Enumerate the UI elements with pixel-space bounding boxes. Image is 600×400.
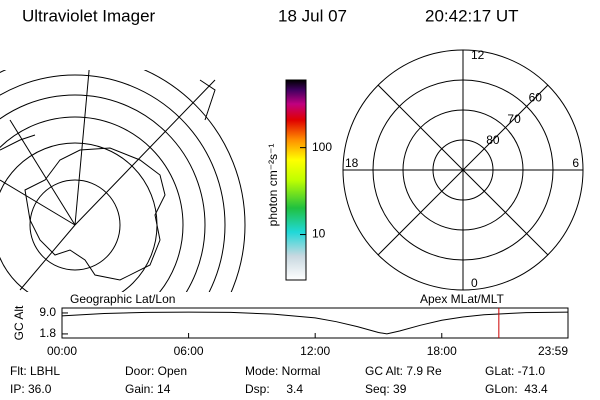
lat-ring	[372, 79, 554, 261]
altitude-plot: 9.0 1.8 00:00 06:00 12:00 18:00 23:59	[39, 305, 569, 358]
x-tick-label: 00:00	[47, 344, 77, 358]
info-field: GC Alt: 7.9 Re	[365, 364, 442, 378]
info-field: Seq: 39	[365, 382, 407, 396]
info-field: Door: Open	[125, 364, 187, 378]
mlt-label: 18	[345, 156, 359, 170]
colorbar-axis: 10 100	[300, 140, 332, 241]
lat-label: 70	[507, 112, 521, 126]
lat-ring	[432, 139, 494, 201]
x-tick-label: 23:59	[538, 344, 568, 358]
date: 18 Jul 07	[278, 6, 347, 25]
mlt-label: 12	[471, 48, 485, 62]
y-tick-label: 9.0	[39, 305, 56, 319]
lat-label: 60	[529, 91, 543, 105]
geo-map	[0, 70, 246, 292]
info-field: GLon: 43.4	[485, 382, 548, 396]
lat-label: 80	[486, 133, 500, 147]
polar-label: Apex MLat/MLT	[420, 292, 504, 306]
mlt-label: 6	[572, 156, 579, 170]
info-field: Flt: LBHL	[10, 364, 60, 378]
title: Ultraviolet Imager	[22, 6, 156, 25]
info-field: Mode: Normal	[245, 364, 320, 378]
altitude-line	[61, 311, 569, 335]
lat-ring	[402, 109, 524, 231]
info-field: GLat: -71.0	[485, 364, 545, 378]
colorbar-label: photon cm⁻²s⁻¹	[266, 144, 280, 227]
time: 20:42:17 UT	[425, 6, 519, 25]
info-field: Dsp: 3.4	[245, 382, 303, 396]
x-tick-label: 06:00	[174, 344, 204, 358]
altitude-ylabel: GC Alt	[12, 305, 26, 340]
info-field: Gain: 14	[125, 382, 171, 396]
mlt-label: 0	[471, 276, 478, 290]
info-field: IP: 36.0	[10, 382, 52, 396]
y-tick-label: 1.8	[39, 326, 56, 340]
colorbar-tick-label: 10	[312, 227, 326, 241]
colorbar	[285, 79, 307, 281]
x-tick-label: 18:00	[427, 344, 457, 358]
x-tick-label: 12:00	[300, 344, 330, 358]
info-panel: Flt: LBHL Door: Open Mode: Normal GC Alt: 7…	[10, 364, 548, 396]
mlt-line	[377, 84, 549, 256]
colorbar-tick-label: 100	[312, 140, 332, 154]
geo-label: Geographic Lat/Lon	[70, 292, 175, 306]
